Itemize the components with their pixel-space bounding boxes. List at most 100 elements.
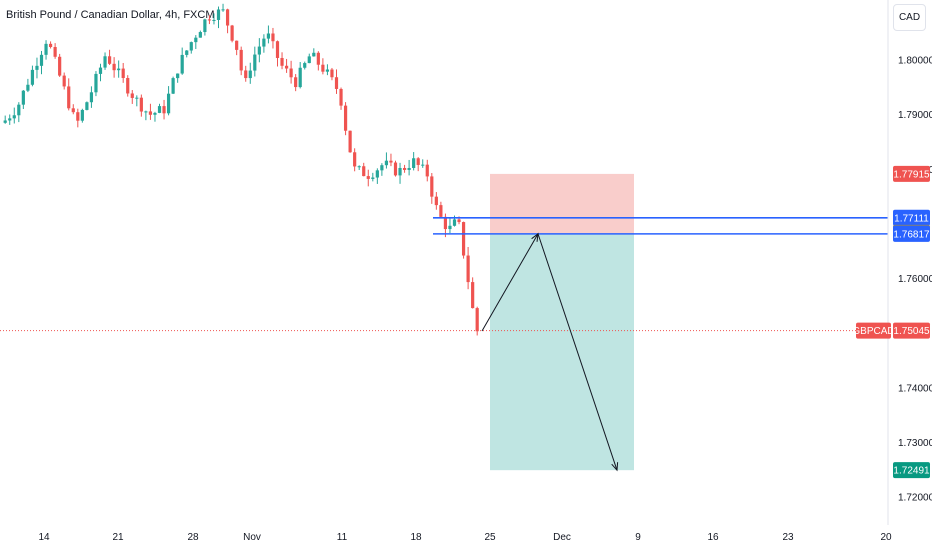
candle-body [235, 40, 239, 50]
candle-body [26, 84, 30, 91]
candle-body [62, 75, 66, 87]
candle-body [430, 176, 434, 197]
price-tag [893, 322, 930, 339]
time-tick-label: Dec [553, 532, 571, 543]
candle-body [94, 73, 98, 93]
time-tick-label: 11 [337, 532, 348, 543]
candle-body [280, 57, 284, 66]
candle-body [130, 93, 134, 98]
candle-body [44, 43, 48, 55]
currency-button[interactable]: CAD [893, 4, 926, 31]
time-tick-label: 21 [112, 532, 124, 543]
candle-body [389, 160, 393, 163]
time-tick-label: Nov [243, 532, 261, 543]
candle-body [239, 49, 243, 71]
candle-body [17, 104, 21, 116]
candle-body [303, 63, 307, 68]
candle-body [12, 115, 16, 119]
candle-body [416, 158, 420, 165]
candle-body [21, 90, 25, 105]
candle-body [176, 73, 180, 79]
candle-body [334, 77, 339, 89]
candle-body [339, 88, 343, 106]
candle-body [103, 56, 107, 68]
stop-loss-zone [490, 173, 634, 234]
candle-body [380, 165, 384, 171]
candle-body [148, 111, 153, 115]
price-tick-label: 1.74000 [898, 383, 932, 394]
candle-body [348, 130, 352, 153]
price-tag [893, 225, 930, 242]
candle-body [185, 50, 189, 55]
candle-body [371, 177, 375, 179]
candle-body [457, 219, 461, 223]
candle-body [248, 70, 252, 79]
candle-body [3, 120, 7, 123]
price-tag-value: 1.72491 [893, 466, 930, 477]
price-axis[interactable]: 1.800001.790001.780001.760001.740001.730… [887, 0, 932, 525]
candle-body [448, 225, 452, 230]
candle-body [443, 216, 448, 230]
candle-body [98, 67, 103, 74]
candle-body [257, 46, 261, 55]
candle-body [107, 56, 112, 64]
candle-body [139, 97, 143, 112]
candle-body [39, 54, 44, 66]
candle-body [312, 52, 316, 57]
candle-body [221, 9, 225, 11]
candle-body [67, 86, 71, 109]
candle-body [121, 68, 125, 79]
candle-body [194, 37, 198, 43]
time-axis[interactable]: 14 21 28 Nov 11 18 25 Dec 9 16 23 20 [38, 532, 892, 543]
candle-body [421, 164, 425, 166]
candle-body [157, 106, 162, 113]
candle-body [275, 41, 280, 58]
symbol-tag [856, 322, 891, 339]
price-tick-label: 1.72000 [898, 493, 932, 504]
price-tick-label: 1.80000 [898, 56, 932, 67]
candle-body [384, 160, 389, 166]
candle-body [298, 67, 302, 88]
candle-body [212, 19, 216, 21]
candle-body [171, 78, 175, 94]
candle-body [266, 33, 271, 39]
candle-body [307, 56, 311, 64]
candle-body [180, 54, 184, 74]
candle-body [402, 167, 407, 170]
candle-body [366, 176, 370, 179]
candle-body [126, 78, 130, 94]
price-tag-value: 1.77915 [893, 169, 930, 180]
candle-body [375, 170, 379, 178]
candle-body [85, 102, 89, 110]
candle-body [398, 167, 402, 176]
candle-body [461, 222, 466, 256]
time-tick-label: 18 [410, 532, 422, 543]
candle-body [203, 19, 207, 33]
candle-body [71, 108, 75, 113]
price-tag [893, 462, 930, 479]
take-profit-zone [490, 233, 634, 471]
projection-arrowhead-down [611, 462, 619, 472]
candle-body [162, 106, 166, 114]
candle-body [153, 112, 157, 115]
candle-body [325, 69, 330, 72]
candle-body [439, 205, 443, 217]
time-tick-label: 25 [484, 532, 496, 543]
candle-body [330, 69, 334, 78]
candle-body [225, 9, 230, 26]
candle-body [35, 65, 39, 70]
price-tick-label: 1.79000 [898, 110, 932, 121]
candle-body [284, 65, 289, 69]
candle-body [207, 19, 212, 21]
candle-body [353, 152, 357, 167]
candle-body [475, 308, 479, 332]
candle-body [412, 158, 416, 168]
price-tag [893, 209, 930, 226]
time-tick-label: 23 [782, 532, 794, 543]
candle-body [216, 9, 221, 20]
candle-body [135, 97, 139, 99]
price-tag [893, 165, 930, 182]
time-tick-label: 9 [635, 532, 641, 543]
time-tick-label: 16 [707, 532, 719, 543]
